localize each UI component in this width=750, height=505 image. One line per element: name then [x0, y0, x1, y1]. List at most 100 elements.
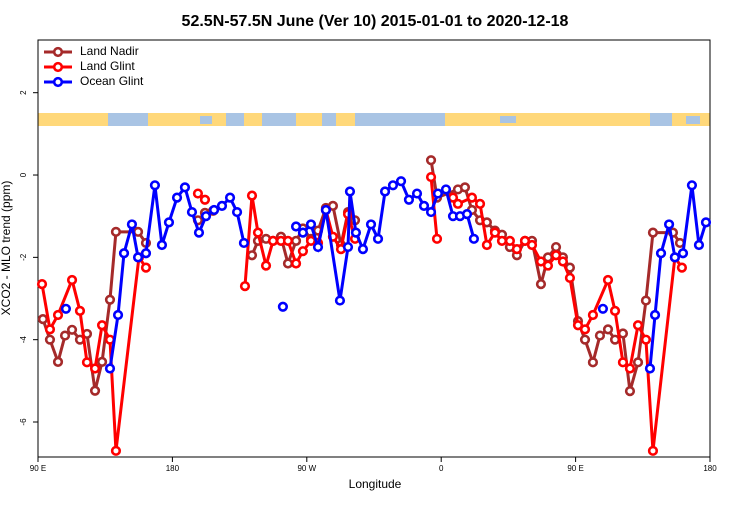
y-tick-label: 2 — [19, 90, 28, 95]
data-point — [468, 233, 480, 244]
data-point — [60, 303, 72, 314]
data-point — [192, 188, 204, 199]
data-point — [171, 192, 183, 203]
data-point — [252, 227, 264, 238]
data-point — [59, 330, 71, 341]
data-point — [395, 176, 407, 187]
data-point — [644, 363, 656, 374]
data-point — [440, 184, 452, 195]
data-point — [489, 227, 501, 238]
data-point — [655, 248, 667, 259]
data-point — [597, 303, 609, 314]
legend-label: Ocean Glint — [80, 74, 144, 88]
data-point — [557, 256, 569, 267]
data-point — [632, 320, 644, 331]
data-point — [624, 363, 636, 374]
data-point — [550, 241, 562, 253]
data-point — [200, 211, 212, 222]
data-point — [602, 324, 614, 335]
data-point — [208, 204, 220, 216]
data-point — [344, 186, 356, 197]
data-point — [587, 357, 599, 368]
data-point — [425, 171, 437, 183]
data-point — [411, 188, 423, 199]
data-point — [52, 309, 64, 321]
data-point — [425, 155, 437, 166]
data-point — [132, 252, 144, 263]
data-point — [542, 260, 554, 271]
data-point — [535, 279, 547, 290]
legend-label: Land Glint — [80, 59, 135, 73]
data-point — [357, 244, 369, 255]
data-point — [52, 356, 64, 368]
data-point — [511, 244, 523, 255]
data-point — [199, 194, 211, 205]
data-point — [594, 330, 606, 341]
data-point — [564, 272, 576, 284]
data-point — [602, 274, 614, 286]
data-point — [231, 206, 243, 218]
data-point — [579, 334, 591, 345]
data-point — [579, 324, 591, 335]
map-strip — [38, 113, 710, 126]
data-point — [305, 219, 317, 230]
data-point — [96, 356, 108, 368]
data-point — [238, 237, 250, 249]
data-point — [418, 200, 430, 211]
data-point — [282, 235, 294, 246]
data-point — [425, 206, 437, 218]
y-axis-label: XCO2 - MLO trend (ppm) — [0, 181, 13, 316]
data-point — [350, 227, 362, 238]
x-tick-label: 180 — [703, 464, 717, 473]
data-point — [481, 239, 492, 251]
data-point — [649, 309, 661, 321]
x-tick-label: 90 E — [30, 464, 46, 473]
data-point — [156, 239, 168, 251]
data-point — [647, 445, 659, 456]
legend-label: Land Nadir — [80, 44, 139, 58]
x-tick-label: 90 W — [297, 464, 316, 473]
data-point — [297, 246, 309, 257]
data-point — [640, 295, 652, 306]
data-point — [104, 363, 116, 374]
data-point — [44, 324, 56, 335]
data-point — [149, 180, 161, 191]
data-point — [459, 182, 471, 193]
data-point — [89, 385, 101, 396]
data-point — [290, 221, 302, 232]
data-point — [126, 219, 138, 230]
data-point — [163, 217, 175, 228]
data-point — [179, 182, 191, 193]
data-point — [334, 295, 346, 306]
y-tick-label: -6 — [19, 418, 28, 426]
data-point — [686, 180, 698, 191]
data-point — [246, 250, 258, 261]
y-tick-label: 0 — [19, 172, 28, 177]
data-point — [132, 226, 144, 237]
data-point — [640, 334, 652, 345]
data-point — [140, 262, 152, 273]
data-point — [632, 357, 644, 368]
data-point — [118, 248, 130, 259]
data-point — [572, 320, 584, 331]
data-point — [110, 445, 122, 456]
data-point — [112, 309, 124, 321]
legend-marker — [52, 46, 64, 58]
chart-title: 52.5N-57.5N June (Ver 10) 2015-01-01 to … — [182, 13, 569, 30]
data-point — [379, 186, 391, 197]
data-point — [224, 192, 236, 203]
plot-frame — [37, 39, 711, 458]
data-point — [676, 262, 688, 273]
data-point — [37, 313, 49, 325]
data-point — [432, 188, 444, 199]
data-point — [609, 305, 621, 316]
data-point — [504, 235, 515, 246]
data-point — [663, 219, 675, 230]
legend-marker — [52, 76, 64, 88]
data-point — [81, 357, 93, 368]
data-point — [669, 252, 681, 263]
y-tick-label: -4 — [19, 336, 28, 344]
data-point — [466, 192, 478, 203]
data-point — [461, 209, 473, 220]
